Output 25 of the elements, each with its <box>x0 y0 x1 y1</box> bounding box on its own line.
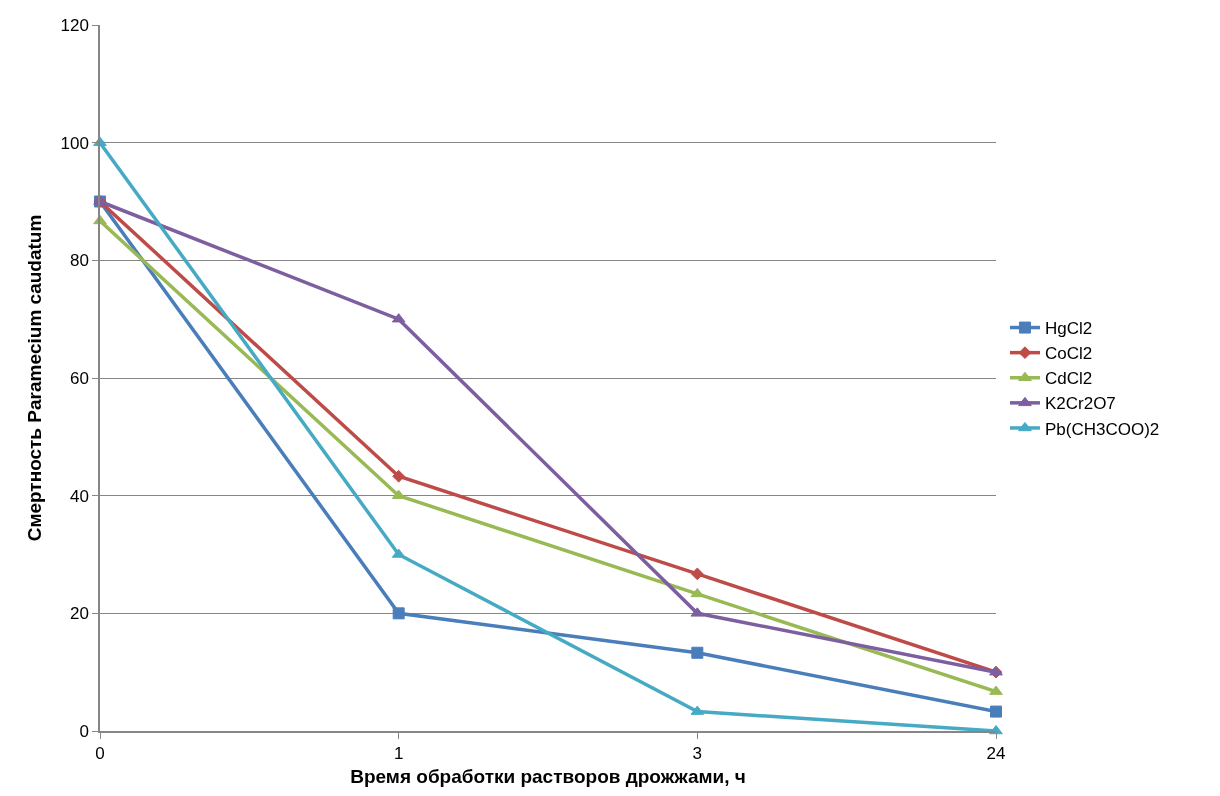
x-tick-label: 24 <box>986 744 1006 764</box>
point <box>690 587 705 598</box>
legend-label: CdCl2 <box>1044 369 1093 389</box>
y-tick-label: 120 <box>60 15 89 35</box>
legend-label: K2Cr2O7 <box>1044 394 1116 414</box>
legend-label: CoCl2 <box>1044 344 1093 364</box>
point <box>690 567 704 581</box>
x-axis-title: Время обработки растворов дрожжами, ч <box>350 766 746 788</box>
legend-label: Pb(CH3COO)2 <box>1044 419 1160 439</box>
point <box>392 469 406 483</box>
point <box>392 607 405 620</box>
y-tick-label: 100 <box>60 133 89 153</box>
y-tick-label: 60 <box>69 368 89 388</box>
point <box>989 685 1003 695</box>
y-tick-label: 20 <box>69 604 89 624</box>
x-tick-label: 0 <box>95 744 105 764</box>
legend-label: HgCl2 <box>1044 319 1093 339</box>
x-tick-label: 3 <box>692 744 703 764</box>
y-axis-title: Смертность Paramecium caudatum <box>23 214 45 542</box>
point <box>691 646 704 659</box>
x-tick-label: 1 <box>393 744 404 764</box>
y-tick-label: 0 <box>79 721 89 741</box>
point <box>990 705 1002 718</box>
y-tick-label: 40 <box>69 486 89 506</box>
y-tick-label: 80 <box>69 251 89 271</box>
